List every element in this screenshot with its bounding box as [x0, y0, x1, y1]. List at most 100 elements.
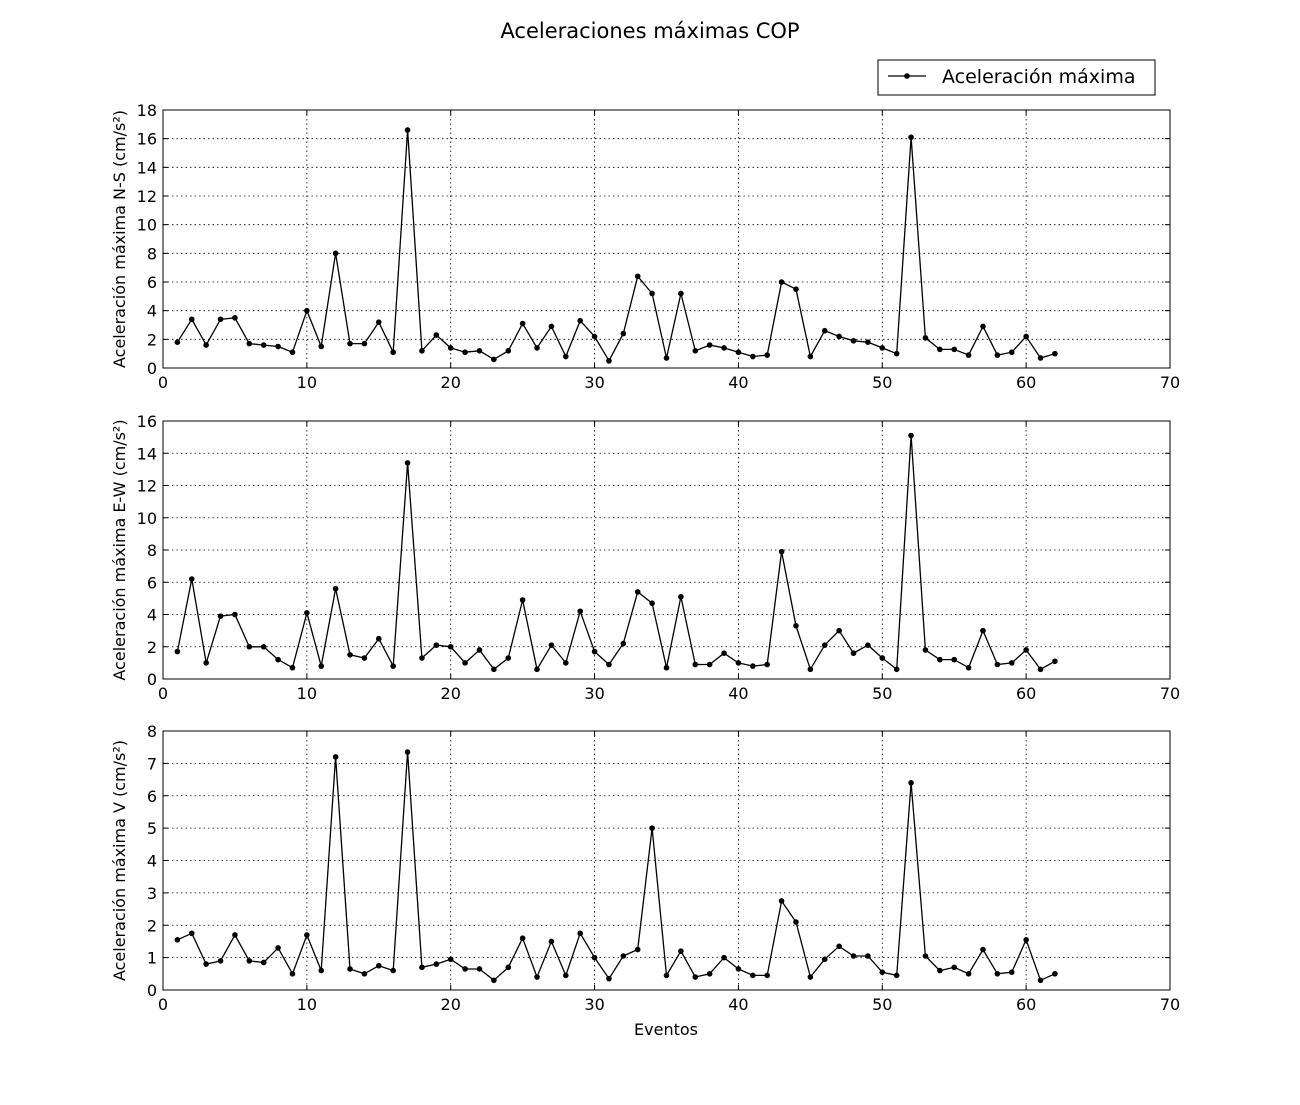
data-point: [634, 589, 641, 595]
y-tick-label: 4: [147, 302, 157, 321]
data-point: [1023, 647, 1029, 653]
y-tick-label: 8: [147, 722, 157, 741]
y-tick-label: 4: [147, 852, 157, 871]
data-point: [807, 974, 814, 980]
data-point: [908, 432, 914, 439]
data-point: [260, 959, 267, 966]
x-tick-label: 20: [441, 684, 461, 703]
x-tick-label: 10: [297, 684, 317, 703]
data-point: [174, 937, 181, 943]
series-line-ns: [176, 130, 1056, 363]
data-point: [491, 666, 497, 673]
data-point: [965, 664, 972, 671]
data-point: [649, 290, 655, 297]
data-point: [764, 972, 770, 979]
y-tick-label: 18: [137, 101, 157, 120]
data-point: [1052, 350, 1058, 357]
data-point: [318, 343, 325, 350]
data-point: [203, 961, 209, 967]
data-point: [260, 342, 267, 348]
data-point: [620, 330, 627, 337]
data-point: [390, 349, 396, 356]
data-point: [275, 945, 281, 951]
data-point: [663, 355, 670, 361]
data-point: [577, 317, 583, 324]
y-tick-label: 5: [147, 819, 157, 838]
data-point: [217, 958, 224, 964]
y-tick-label: 10: [137, 509, 157, 528]
series-line-ew: [176, 435, 1056, 672]
data-point: [188, 316, 195, 323]
data-point: [692, 661, 699, 668]
data-point: [591, 333, 598, 340]
data-point: [606, 975, 612, 982]
data-point: [750, 972, 756, 979]
y-tick-label: 1: [147, 949, 157, 968]
data-point: [821, 956, 828, 963]
x-tick-label: 60: [1016, 995, 1036, 1014]
data-point: [447, 956, 454, 963]
y-tick-label: 6: [147, 573, 157, 592]
y-tick-label: 16: [137, 412, 157, 431]
data-point: [778, 898, 785, 904]
data-point: [563, 660, 569, 666]
data-point: [1008, 349, 1015, 356]
data-point: [951, 656, 958, 663]
data-point: [1052, 658, 1058, 665]
data-point: [1037, 666, 1044, 673]
panel-ew: 0 10 20 30 40 50 60 70 0 2 4 6 8 10 12 14 16 Aceleración …: [110, 412, 1180, 703]
data-point: [1037, 977, 1044, 984]
plot-frame-ns: [162, 109, 1171, 369]
x-tick-label: 70: [1160, 373, 1180, 392]
data-point: [1023, 333, 1029, 340]
data-point: [750, 353, 756, 360]
data-point: [706, 661, 713, 668]
data-point: [404, 749, 411, 755]
data-point: [419, 655, 425, 661]
x-tick-label: 30: [584, 995, 604, 1014]
x-tick-label: 20: [441, 995, 461, 1014]
data-point: [361, 340, 368, 347]
data-point: [922, 335, 929, 341]
data-point: [735, 349, 742, 356]
legend-box: [877, 59, 1156, 96]
data-point: [519, 935, 526, 941]
data-point: [951, 346, 958, 353]
data-point: [289, 664, 296, 671]
data-point: [491, 356, 497, 363]
legend-label: Aceleración máxima: [942, 66, 1135, 88]
data-point: [634, 273, 641, 280]
data-point: [534, 666, 540, 673]
data-point: [836, 627, 842, 634]
data-point: [419, 964, 425, 971]
data-point: [634, 946, 641, 953]
data-point: [1008, 969, 1015, 975]
data-point: [505, 348, 512, 354]
data-point: [304, 610, 310, 616]
data-point: [692, 974, 699, 980]
data-point: [232, 611, 238, 618]
data-point: [419, 348, 425, 354]
x-tick-label: 0: [158, 995, 168, 1014]
x-tick-label: 50: [872, 373, 892, 392]
data-point: [476, 647, 483, 653]
data-point: [721, 954, 727, 961]
data-point: [649, 600, 655, 607]
data-point: [246, 958, 253, 964]
data-point: [951, 964, 958, 971]
x-tick-label: 40: [728, 684, 748, 703]
data-point: [606, 661, 612, 668]
data-point: [404, 460, 411, 466]
data-point: [721, 345, 727, 351]
data-point: [332, 250, 339, 257]
data-point: [793, 919, 799, 925]
data-point: [735, 660, 742, 666]
x-tick-label: 30: [584, 684, 604, 703]
y-tick-label: 12: [137, 187, 157, 206]
data-point: [678, 948, 684, 954]
data-point: [404, 127, 411, 133]
data-point: [807, 353, 814, 360]
data-point: [879, 345, 886, 351]
data-point: [850, 337, 857, 344]
data-point: [850, 953, 857, 959]
